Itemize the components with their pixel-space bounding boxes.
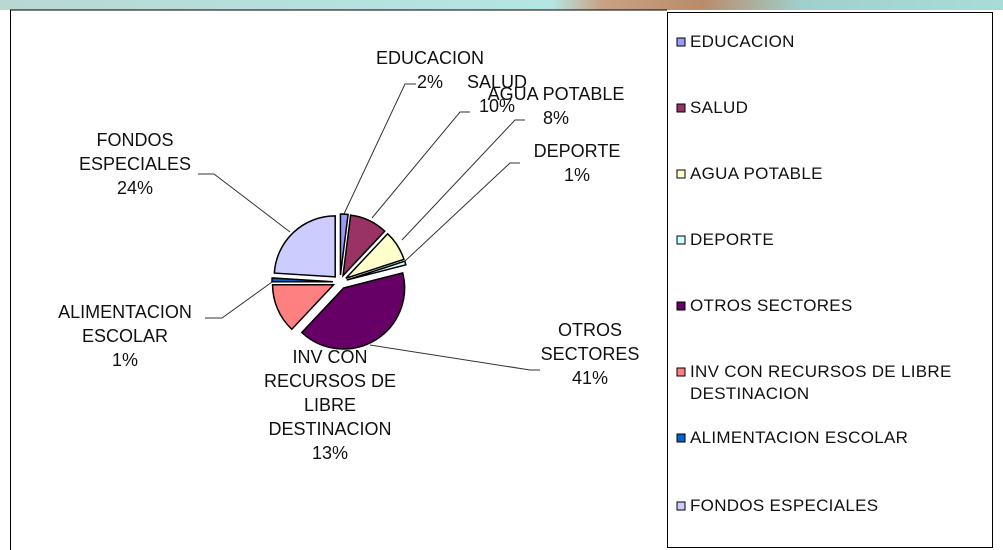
screenshot: EDUCACION2%SALUD10%AGUA POTABLE8%DEPORTE… xyxy=(0,0,1003,550)
legend-swatch xyxy=(677,170,685,178)
legend-swatch xyxy=(677,434,685,442)
legend-swatch xyxy=(677,104,685,112)
label-value: 1% xyxy=(517,163,637,187)
legend-entry: AGUA POTABLE xyxy=(690,163,980,185)
label-name: FONDOS ESPECIALES xyxy=(70,128,200,176)
label-value: 41% xyxy=(535,366,645,390)
label-name: DEPORTE xyxy=(517,139,637,163)
legend-swatch xyxy=(677,38,685,46)
label-name: OTROS SECTORES xyxy=(535,318,645,366)
legend-entry: SALUD xyxy=(690,97,980,119)
legend-swatch xyxy=(677,502,685,510)
label-name: EDUCACION xyxy=(360,46,500,70)
label-value: 24% xyxy=(70,176,200,200)
legend-entry: OTROS SECTORES xyxy=(690,295,980,317)
legend-entry: ALIMENTACION ESCOLAR xyxy=(690,427,980,449)
pie-slice xyxy=(272,278,333,282)
label-name: AGUA POTABLE xyxy=(456,82,656,106)
legend-swatch xyxy=(677,236,685,244)
label-name: ALIMENTACION ESCOLAR xyxy=(50,300,200,348)
label-value: 1% xyxy=(50,348,200,372)
legend-entry: INV CON RECURSOS DE LIBRE DESTINACION xyxy=(690,361,980,405)
legend-swatch xyxy=(677,368,685,376)
legend-entry: DEPORTE xyxy=(690,229,980,251)
background-strip xyxy=(0,0,1003,10)
pie-slice xyxy=(274,216,335,277)
label-value: 13% xyxy=(255,441,405,465)
legend-swatch xyxy=(677,302,685,310)
legend-entry: FONDOS ESPECIALES xyxy=(690,495,980,517)
legend-entry: EDUCACION xyxy=(690,31,980,53)
legend-box xyxy=(668,13,993,548)
label-value: 8% xyxy=(456,106,656,130)
label-name: INV CON RECURSOS DE LIBRE DESTINACION xyxy=(255,345,405,441)
